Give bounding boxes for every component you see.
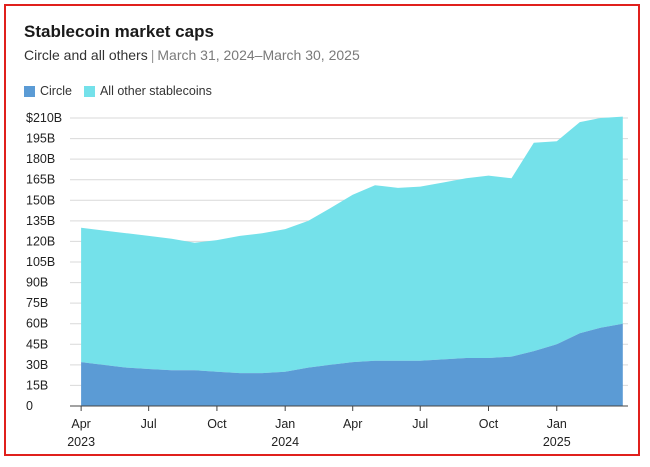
chart-legend: Circle All other stablecoins	[24, 84, 224, 98]
y-tick-label: 45B	[26, 337, 48, 351]
legend-item-circle: Circle	[24, 84, 72, 98]
y-tick-label: 195B	[26, 132, 55, 146]
legend-swatch-circle	[24, 85, 35, 97]
subtitle-separator: |	[150, 47, 155, 63]
x-tick-year: 2024	[271, 435, 299, 449]
y-tick-label: 120B	[26, 234, 55, 248]
area-all-other-stablecoins	[81, 116, 623, 374]
legend-item-others: All other stablecoins	[83, 84, 212, 98]
y-tick-label: 180B	[26, 152, 55, 166]
y-tick-label: 90B	[26, 276, 48, 290]
chart-subtitle: Circle and all others | March 31, 2024–Mar…	[24, 47, 360, 63]
x-tick-label: Apr	[343, 417, 362, 431]
y-tick-label: 30B	[26, 358, 48, 372]
legend-label-others: All other stablecoins	[99, 84, 212, 98]
subtitle-text: Circle and all others	[24, 47, 148, 63]
x-tick-label: Jan	[275, 417, 295, 431]
y-tick-label: 75B	[26, 296, 48, 310]
x-tick-year: 2023	[67, 435, 95, 449]
y-tick-label: 60B	[26, 317, 48, 331]
x-tick-label: Apr	[71, 417, 90, 431]
x-tick-label: Jul	[412, 417, 428, 431]
legend-label-circle: Circle	[40, 84, 72, 98]
area-circle	[81, 323, 623, 406]
y-tick-label: 150B	[26, 193, 55, 207]
x-tick-label: Jan	[547, 417, 567, 431]
y-tick-label: 135B	[26, 214, 55, 228]
y-tick-label: 15B	[26, 378, 48, 392]
legend-swatch-others	[83, 85, 95, 97]
x-tick-year: 2025	[543, 435, 571, 449]
chart-title: Stablecoin market caps	[24, 22, 214, 41]
subtitle-period: March 31, 2024–March 30, 2025	[157, 47, 360, 63]
x-tick-label: Oct	[207, 417, 227, 431]
y-tick-label: $210B	[26, 111, 62, 125]
y-tick-label: 0	[26, 399, 33, 413]
y-tick-label: 165B	[26, 173, 55, 187]
y-tick-label: 105B	[26, 255, 55, 269]
x-tick-label: Oct	[479, 417, 499, 431]
x-tick-label: Jul	[141, 417, 157, 431]
